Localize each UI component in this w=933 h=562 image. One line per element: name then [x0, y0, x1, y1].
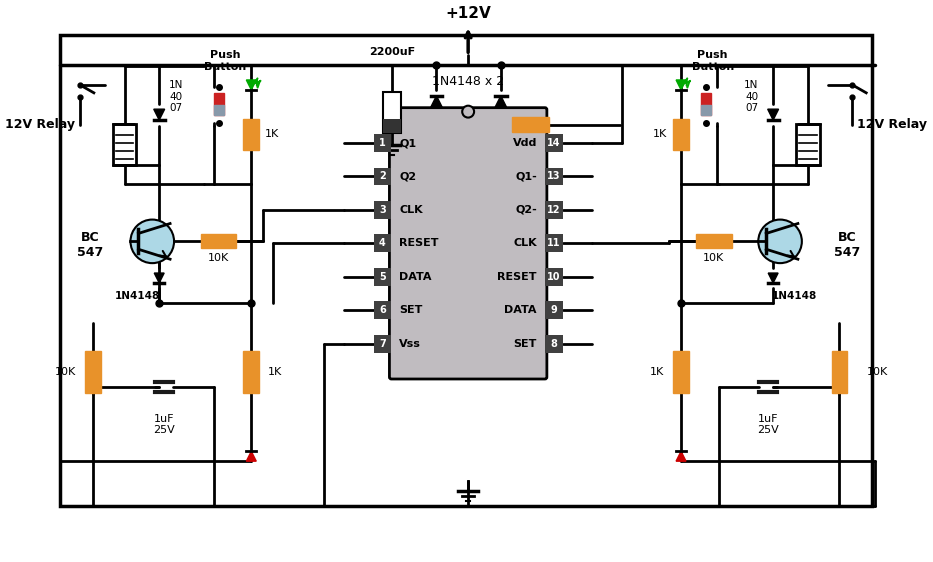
Text: +12V: +12V — [445, 6, 491, 21]
Bar — [545, 134, 563, 152]
Text: CLK: CLK — [513, 238, 537, 248]
Circle shape — [759, 220, 801, 263]
Polygon shape — [154, 273, 164, 283]
Text: 4: 4 — [379, 238, 386, 248]
Text: 5: 5 — [379, 272, 386, 282]
Text: SET: SET — [399, 305, 423, 315]
Text: 1N4148: 1N4148 — [773, 291, 817, 301]
Text: 1N4148: 1N4148 — [115, 291, 160, 301]
Polygon shape — [494, 96, 507, 108]
Bar — [701, 105, 711, 115]
Text: BC
547: BC 547 — [834, 232, 860, 259]
Text: 1K: 1K — [650, 367, 664, 377]
Text: 9: 9 — [550, 305, 557, 315]
Text: 14: 14 — [547, 138, 561, 148]
Polygon shape — [246, 451, 257, 461]
Bar — [244, 119, 259, 150]
Text: Push
Button: Push Button — [204, 51, 246, 72]
Text: RESET: RESET — [497, 272, 537, 282]
Text: www: www — [398, 259, 537, 307]
Bar — [113, 124, 136, 165]
Text: 10K: 10K — [54, 367, 76, 377]
Text: 2: 2 — [379, 171, 386, 182]
Text: 10K: 10K — [703, 253, 724, 263]
Bar — [373, 134, 392, 152]
Polygon shape — [768, 273, 778, 283]
Text: Q1-: Q1- — [515, 171, 537, 182]
Bar — [696, 234, 731, 248]
Text: 1uF
25V: 1uF 25V — [153, 414, 175, 435]
Text: 1K: 1K — [265, 129, 279, 139]
Bar — [511, 116, 550, 133]
Bar — [545, 335, 563, 352]
Text: 12: 12 — [547, 205, 561, 215]
Bar — [673, 351, 689, 393]
Text: SET: SET — [513, 338, 537, 348]
Bar — [673, 119, 689, 150]
Text: 1N4148 x 2: 1N4148 x 2 — [432, 75, 504, 88]
Text: Vdd: Vdd — [512, 138, 537, 148]
Text: 1N
40
07: 1N 40 07 — [169, 80, 184, 114]
Bar — [545, 234, 563, 252]
Text: 1K: 1K — [653, 129, 667, 139]
Text: 8: 8 — [550, 338, 557, 348]
Bar — [373, 201, 392, 219]
FancyBboxPatch shape — [389, 108, 547, 379]
Text: Vss: Vss — [399, 338, 421, 348]
Text: Push
Button: Push Button — [691, 51, 734, 72]
Bar — [373, 335, 392, 352]
Text: Q2-: Q2- — [515, 205, 537, 215]
Text: Q2: Q2 — [399, 171, 416, 182]
Text: 12V Relay: 12V Relay — [6, 118, 76, 131]
Bar — [201, 234, 236, 248]
Circle shape — [131, 220, 174, 263]
Polygon shape — [246, 80, 257, 90]
Text: CLK: CLK — [399, 205, 423, 215]
Text: BC
547: BC 547 — [77, 232, 103, 259]
Bar — [545, 201, 563, 219]
Bar — [545, 301, 563, 319]
Circle shape — [462, 106, 474, 117]
Bar — [796, 124, 820, 165]
Bar — [244, 351, 259, 393]
Polygon shape — [768, 109, 778, 120]
Text: 1N
40
07: 1N 40 07 — [744, 80, 759, 114]
Bar — [214, 93, 224, 115]
Text: 10K: 10K — [208, 253, 230, 263]
Bar — [373, 301, 392, 319]
Bar — [383, 119, 401, 133]
Bar — [545, 167, 563, 185]
Bar — [545, 268, 563, 285]
Text: 1K: 1K — [268, 367, 283, 377]
Text: 1uF
25V: 1uF 25V — [758, 414, 779, 435]
Text: DATA: DATA — [505, 305, 537, 315]
Text: 10: 10 — [547, 272, 561, 282]
Polygon shape — [676, 451, 686, 461]
Text: 2200uF: 2200uF — [369, 47, 415, 57]
Bar — [373, 234, 392, 252]
Polygon shape — [430, 96, 442, 108]
Text: 6: 6 — [379, 305, 386, 315]
Text: DATA: DATA — [399, 272, 432, 282]
Text: 12V Relay: 12V Relay — [857, 118, 927, 131]
Text: 3: 3 — [379, 205, 386, 215]
Text: RESET: RESET — [399, 238, 439, 248]
Bar — [85, 351, 101, 393]
Polygon shape — [676, 80, 686, 90]
Text: 11: 11 — [547, 238, 561, 248]
Text: 1: 1 — [379, 138, 386, 148]
Bar — [831, 351, 847, 393]
Bar — [373, 167, 392, 185]
Bar — [701, 93, 711, 115]
Bar — [61, 35, 872, 506]
Text: 13: 13 — [547, 171, 561, 182]
Bar — [214, 105, 224, 115]
Text: 10K: 10K — [867, 367, 888, 377]
Polygon shape — [154, 109, 164, 120]
Text: Q1: Q1 — [399, 138, 416, 148]
Bar — [383, 92, 401, 133]
Bar — [373, 268, 392, 285]
Text: 7: 7 — [379, 338, 386, 348]
